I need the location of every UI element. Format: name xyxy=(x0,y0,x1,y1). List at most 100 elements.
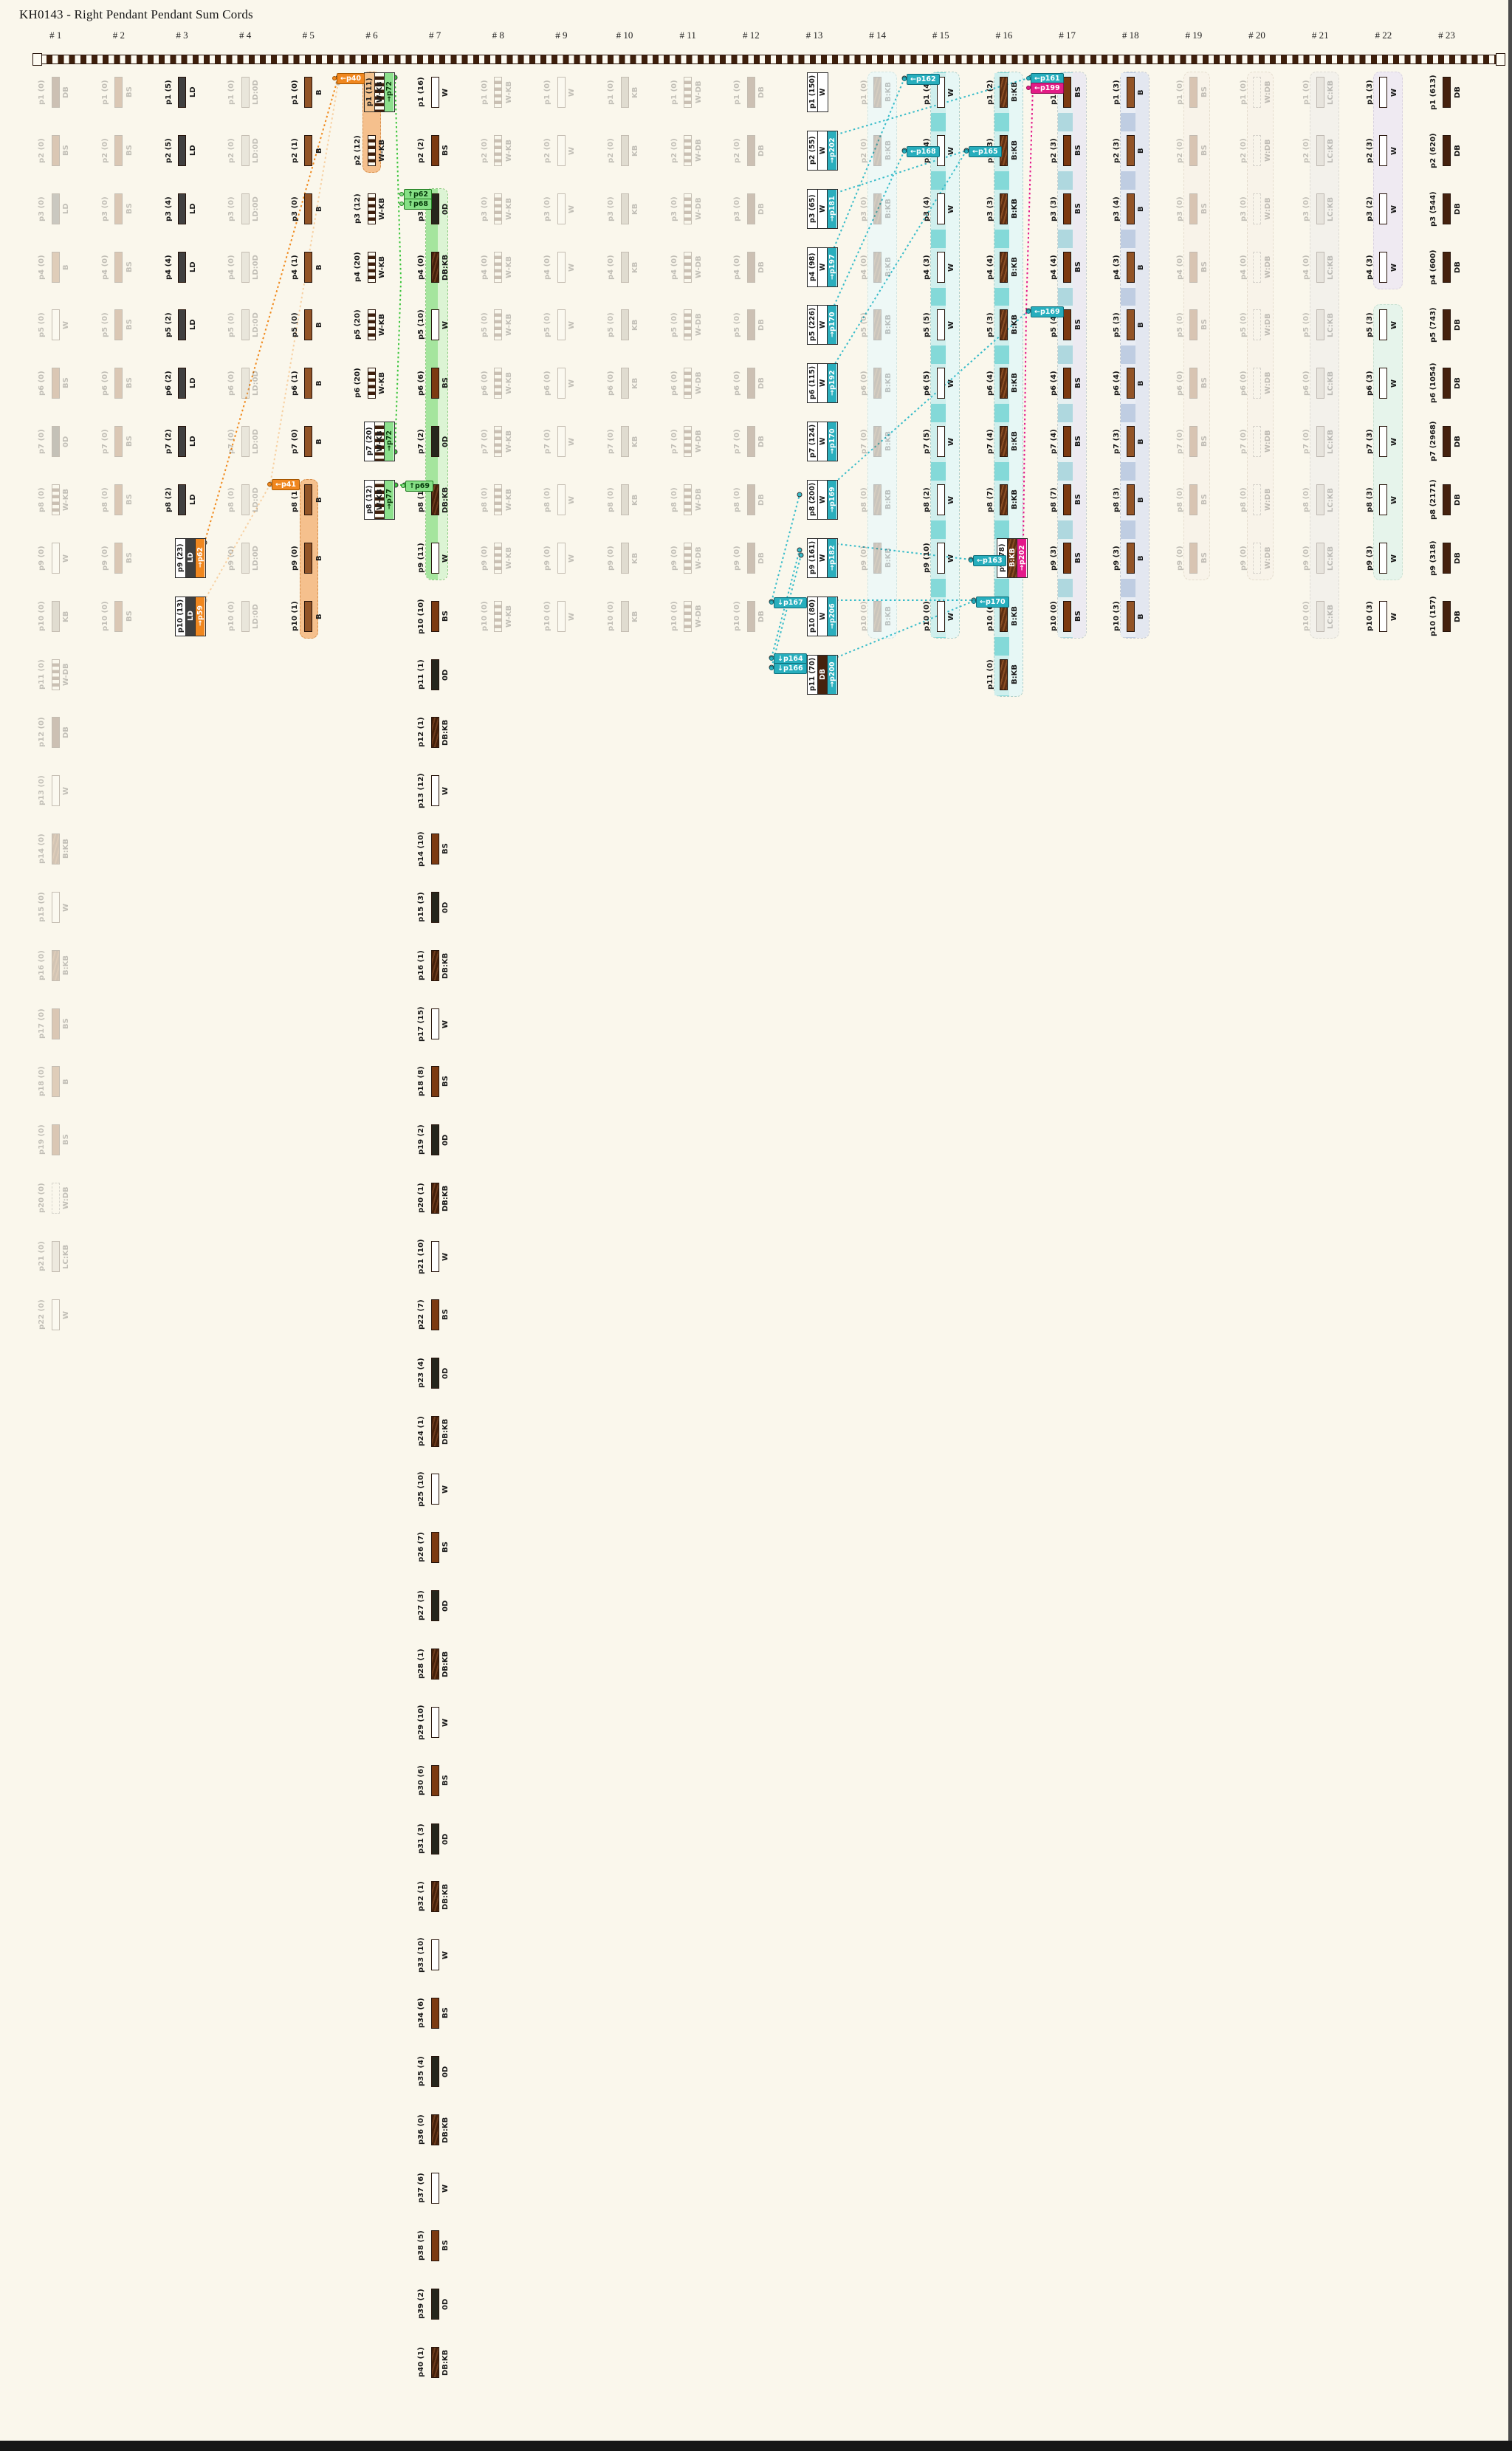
column-header: # 23 xyxy=(1438,30,1455,41)
pendant-bar xyxy=(1000,368,1008,399)
pendant-bar xyxy=(494,193,503,224)
connector-dot xyxy=(964,149,969,154)
pendant-bar xyxy=(241,484,250,515)
pendant-bar xyxy=(494,542,503,574)
pendant-bar xyxy=(620,309,629,341)
connector-dot xyxy=(769,666,774,670)
column-header: # 8 xyxy=(492,30,504,41)
pendant-bar xyxy=(1253,484,1262,515)
pendant-bar xyxy=(1253,426,1262,458)
pendant-bar xyxy=(430,2172,439,2204)
pendant-bar xyxy=(1126,484,1135,515)
pendant-bar xyxy=(1189,134,1198,166)
pendant-bar xyxy=(430,1939,439,1971)
pendant-bar xyxy=(51,1183,60,1214)
column-header: # 22 xyxy=(1375,30,1392,41)
sum-link-segment: →p202 xyxy=(827,131,836,170)
page-title: KH0143 - Right Pendant Pendant Sum Cords xyxy=(19,7,253,21)
pendant-bar xyxy=(178,309,186,341)
pendant-bar xyxy=(1379,251,1388,283)
link-line xyxy=(831,543,972,560)
pendant-bar xyxy=(430,1474,439,1505)
pendant-bar xyxy=(241,77,250,108)
pendant-bar xyxy=(367,309,376,341)
composite-pendant: p9 (161) W →p182 xyxy=(807,537,838,578)
pendant-bar xyxy=(1443,309,1451,341)
pendant-bar xyxy=(51,77,60,108)
sum-link-segment: →p59 xyxy=(194,597,205,636)
pendant-bar xyxy=(936,77,945,108)
pendant-bar xyxy=(430,193,439,224)
pendant-bar xyxy=(684,368,693,399)
link-line xyxy=(831,78,905,253)
pendant-bar xyxy=(746,600,755,632)
pendant-bar xyxy=(684,134,693,166)
pendant-bar xyxy=(241,368,250,399)
pendant-bar xyxy=(557,542,566,574)
column-header: # 2 xyxy=(112,30,125,41)
composite-pendant: p5 (226) W →p170 xyxy=(807,305,838,346)
pendant-bar xyxy=(620,368,629,399)
pendant-bar xyxy=(1316,193,1324,224)
pendant-bar xyxy=(430,2114,439,2145)
composite-pendant: p3 (65) W →p181 xyxy=(807,188,838,229)
column-header: # 7 xyxy=(428,30,441,41)
pendant-bar xyxy=(1126,134,1135,166)
pendant-bar xyxy=(1443,77,1451,108)
pendant-bar xyxy=(1063,600,1072,632)
pendant-bar xyxy=(51,309,60,341)
composite-pendant: p2 (55) W →p202 xyxy=(807,130,838,171)
composite-pendant: p8 (12) W-KB →p77 xyxy=(364,479,396,520)
column-header: # 21 xyxy=(1311,30,1329,41)
pendant-bar xyxy=(430,309,439,341)
composite-pendant: p6 (115) W →p192 xyxy=(807,363,838,404)
pendant-bar xyxy=(684,484,693,515)
pendant-bar xyxy=(178,193,186,224)
composite-pendant: p11 (70) DB →p200 xyxy=(807,654,838,695)
composite-pendant: p1 (150) W xyxy=(807,72,828,112)
pendant-bar xyxy=(1126,309,1135,341)
pendant-bar xyxy=(178,426,186,458)
pendant-bar xyxy=(1189,368,1198,399)
connector-box: ↓p166 xyxy=(774,663,807,674)
connector-dot xyxy=(401,484,405,488)
connector-dot xyxy=(902,77,907,81)
connector-dot xyxy=(399,192,404,196)
pendant-bar xyxy=(1316,368,1324,399)
pendant-bar xyxy=(1126,600,1135,632)
column-header: # 6 xyxy=(365,30,378,41)
pendant-bar xyxy=(430,1881,439,1913)
connector-dot xyxy=(969,558,973,563)
pendant-bar xyxy=(1063,484,1072,515)
connector-dot xyxy=(902,149,907,154)
column-header: # 16 xyxy=(995,30,1013,41)
pendant-bar xyxy=(684,542,693,574)
pendant-bar xyxy=(241,193,250,224)
pendant-bar xyxy=(51,1066,60,1098)
link-endpoint-dot xyxy=(798,552,804,558)
pendant-bar xyxy=(430,1299,439,1330)
sum-link-segment: →p206 xyxy=(827,597,836,636)
sum-link-segment: →p197 xyxy=(827,247,836,286)
pendant-bar xyxy=(746,193,755,224)
band-mint xyxy=(1372,304,1403,580)
pendant-bar xyxy=(1000,251,1008,283)
pendant-bar xyxy=(430,77,439,108)
pendant-bar xyxy=(430,484,439,515)
pendant-bar xyxy=(1316,484,1324,515)
pendant-bar xyxy=(1189,309,1198,341)
pendant-bar xyxy=(1000,659,1008,690)
pendant-bar xyxy=(1316,309,1324,341)
pendant-bar xyxy=(178,484,186,515)
pendant-bar xyxy=(936,193,945,224)
pendant-bar xyxy=(1063,134,1072,166)
pendant-bar xyxy=(430,1590,439,1622)
pendant-bar xyxy=(1126,426,1135,458)
sum-link-segment: →p77 xyxy=(384,480,394,519)
pendant-bar xyxy=(430,251,439,283)
pendant-bar xyxy=(430,1648,439,1680)
pendant-bar xyxy=(684,309,693,341)
pendant-bar xyxy=(51,134,60,166)
pendant-bar xyxy=(178,134,186,166)
